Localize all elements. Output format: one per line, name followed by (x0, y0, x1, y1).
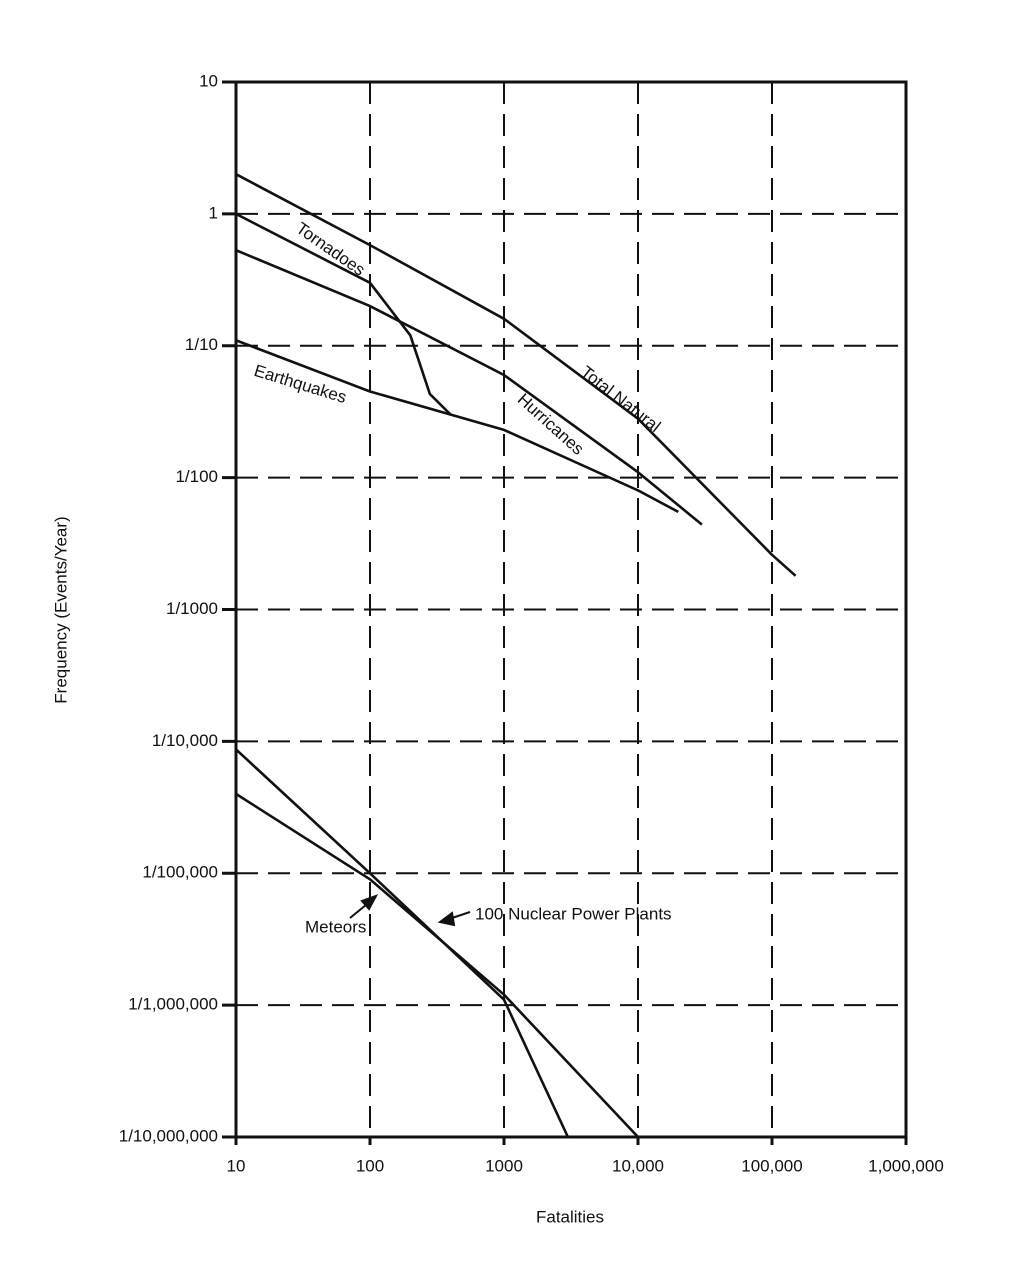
series-line (235, 339, 679, 514)
y-tick-label: 1/100,000 (142, 863, 218, 882)
series-line (235, 173, 797, 577)
x-tick-label: 10,000 (612, 1156, 664, 1175)
y-tick-label: 1/1000 (166, 599, 218, 618)
y-axis-label: Frequency (Events/Year) (51, 516, 70, 703)
y-tick-label: 1/10 (185, 335, 218, 354)
series-line (235, 748, 570, 1138)
series-label: Total Natural (577, 362, 664, 436)
plot-frame (234, 80, 908, 1139)
series-label: Meteors (305, 917, 366, 936)
y-tick-label: 1/10,000 (152, 731, 218, 750)
y-tick-label: 1/100 (175, 467, 218, 486)
series-line (235, 212, 452, 416)
y-tick-label: 1/1,000,000 (128, 995, 218, 1014)
series-label: Hurricanes (514, 390, 588, 459)
y-tick-label: 1/10,000,000 (119, 1126, 218, 1145)
series-label: Earthquakes (252, 361, 349, 407)
series-line (235, 792, 639, 1138)
series-label: 100 Nuclear Power Plants (475, 904, 672, 923)
x-tick-label: 1000 (485, 1156, 523, 1175)
series-line (235, 249, 703, 526)
x-tick-label: 100 (356, 1156, 384, 1175)
x-tick-label: 100,000 (741, 1156, 802, 1175)
x-tick-label: 10 (227, 1156, 246, 1175)
y-tick-label: 1 (209, 203, 218, 222)
x-axis-label: Fatalities (536, 1207, 604, 1226)
y-tick-label: 10 (199, 71, 218, 90)
x-tick-label: 1,000,000 (868, 1156, 944, 1175)
